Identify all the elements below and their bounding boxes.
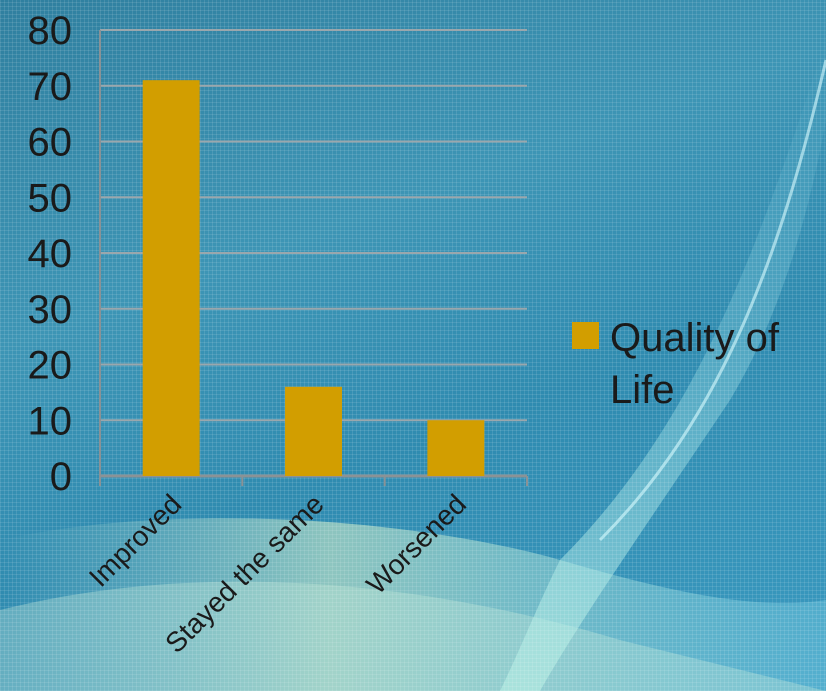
- y-tick-label: 80: [28, 9, 73, 53]
- legend-label: Quality of Life: [610, 316, 779, 412]
- y-tick-label: 70: [28, 65, 73, 109]
- y-tick-label: 10: [28, 399, 73, 443]
- bar: [427, 420, 485, 476]
- y-tick-label: 50: [28, 176, 73, 220]
- x-category-label: Worsened: [360, 488, 472, 600]
- y-tick-label: 20: [28, 344, 73, 388]
- legend: Quality of Life: [572, 312, 822, 412]
- bar: [142, 80, 200, 477]
- y-tick-label: 40: [28, 232, 73, 276]
- x-category-label: Stayed the same: [159, 488, 330, 659]
- y-tick-label: 60: [28, 121, 73, 165]
- y-axis-tick-labels: 0 10 20 30 40 50 60 70 80: [28, 9, 73, 499]
- x-category-label: Improved: [83, 488, 187, 592]
- bar: [285, 386, 342, 476]
- y-tick-label: 30: [28, 288, 73, 332]
- legend-swatch: [572, 322, 599, 349]
- bars: [142, 80, 485, 477]
- y-tick-label: 0: [50, 455, 72, 499]
